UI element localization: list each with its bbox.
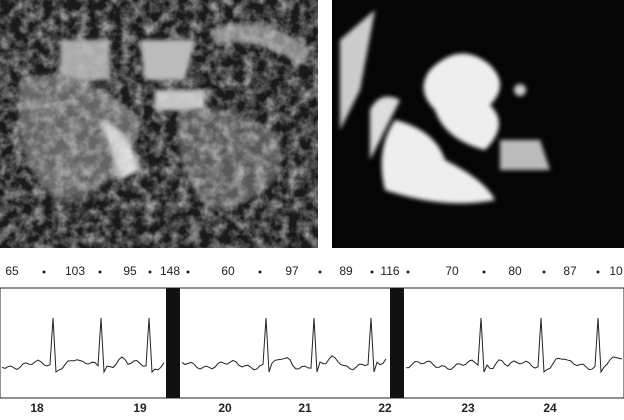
interval-label: 10 [609,264,623,278]
right-image [332,0,624,248]
beat-row: 18 19 20 21 22 23 24 [30,401,557,415]
beat-label: 23 [461,401,475,415]
left-image [0,0,318,248]
figure: 65 103 95 148 60 97 89 116 70 80 87 10 1… [0,0,624,420]
interval-label: 60 [221,264,235,278]
interval-label: 148 [160,264,180,278]
interval-label: 80 [508,264,522,278]
interval-row: 65 103 95 148 60 97 89 116 70 80 87 10 [5,264,623,278]
interval-label: 65 [5,264,19,278]
beat-label: 18 [30,401,44,415]
interval-label: 97 [285,264,299,278]
ecg-strip [0,288,624,398]
interval-label: 89 [339,264,353,278]
interval-label: 103 [65,264,85,278]
beat-label: 22 [378,401,392,415]
interval-label: 87 [563,264,577,278]
beat-label: 24 [543,401,557,415]
beat-label: 20 [218,401,232,415]
beat-label: 19 [133,401,147,415]
beat-label: 21 [298,401,312,415]
interval-label: 70 [445,264,459,278]
interval-label: 116 [380,264,399,278]
interval-label: 95 [123,264,137,278]
